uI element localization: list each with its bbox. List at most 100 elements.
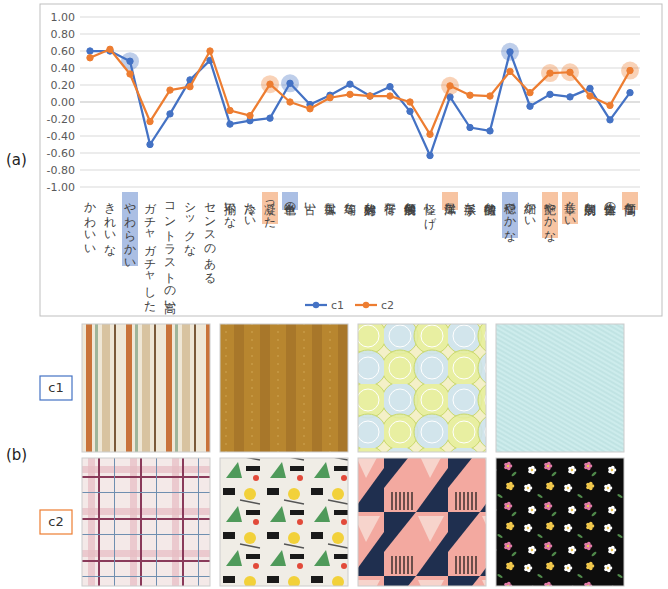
marker [327,95,333,101]
x-tick-label: 均等な [342,192,358,210]
panel-frame [40,4,662,316]
x-tick-label: 特徴的な [482,192,498,210]
y-tick-label: 0.40 [51,62,76,75]
marker [607,117,613,123]
x-tick-label: 幾何学的な [402,192,418,210]
x-tick-label: 古風な [322,192,338,210]
grid-line [80,119,640,120]
grid-line [80,170,640,171]
marker [607,102,613,108]
x-tick-label: 古い [302,192,318,210]
marker [187,84,193,90]
x-tick-label: 不揃いな [222,192,238,224]
marker [247,112,253,118]
highlight-circle [621,62,639,80]
y-tick-label: 0.60 [51,45,76,58]
marker [427,152,433,158]
y-tick-label: -0.20 [47,113,75,126]
x-tick-label: かわいい [82,192,98,252]
marker [467,124,473,130]
x-tick-label: 華々しい [562,192,578,224]
y-tick-label: 0.00 [51,96,76,109]
marker [227,121,233,127]
x-tick-label: 派手な [462,192,478,210]
series-c1 [87,43,633,159]
x-tick-label: 穏やかな [502,192,518,238]
texture-swatch [220,458,348,586]
legend-marker [313,302,319,308]
x-tick-label: 艶やかな [542,192,558,238]
marker [107,46,113,52]
x-tick-label: シックな [182,192,198,252]
x-tick-label: 怪しげ [422,192,438,224]
y-tick-label: -1.00 [47,181,75,194]
x-tick-label: 冷たい [242,192,258,224]
marker [487,128,493,134]
marker [407,99,413,105]
marker [567,94,573,100]
marker [87,48,93,54]
grid-line [80,187,640,188]
texture-swatch [82,324,210,452]
texture-swatch [496,458,624,586]
marker [147,141,153,147]
marker [387,84,393,90]
marker [127,71,133,77]
marker [167,111,173,117]
marker [627,67,633,73]
texture-swatch [496,324,624,452]
x-tick-label: やわらかい [122,192,138,266]
x-tick-label: 規則的な [582,192,598,210]
texture-swatch [220,324,348,452]
x-tick-label: 対称的な [362,192,378,210]
marker [367,93,373,99]
x-tick-label: きれいな [102,192,118,252]
y-tick-label: 1.00 [51,11,76,24]
legend-marker [363,302,369,308]
marker [207,48,213,54]
marker [547,70,553,76]
series-line [90,51,630,156]
grid-line [80,153,640,154]
series-c2 [87,46,639,137]
marker [587,93,593,99]
x-tick-label: 高価な [622,192,638,210]
y-tick-label: 0.20 [51,79,76,92]
y-tick-label: 0.80 [51,28,76,41]
marker [167,87,173,93]
canvas: (a)-1.00-0.80-0.60-0.40-0.200.000.200.40… [0,0,668,589]
grid-line [80,102,640,103]
x-tick-label: ガチャガチャした [142,192,158,308]
marker [527,89,533,95]
grid-line [80,85,640,86]
y-tick-label: -0.80 [47,164,75,177]
x-tick-label: 単色の [282,192,298,210]
marker [287,99,293,105]
marker [567,69,573,75]
panel-label: (a) [6,151,27,169]
marker [347,91,353,97]
marker [507,49,513,55]
legend-label: c2 [381,299,394,312]
marker [267,81,273,87]
series-line [90,49,630,134]
marker [87,55,93,61]
marker [127,58,133,64]
highlight-circle [501,43,519,61]
x-tick-label: コントラストの高い [162,192,178,308]
grid-line [80,17,640,18]
marker [447,83,453,89]
grid: -1.00-0.80-0.60-0.40-0.200.000.200.400.6… [47,11,640,194]
marker [487,93,493,99]
marker [547,91,553,97]
marker [427,131,433,137]
marker [507,68,513,74]
grid-line [80,136,640,137]
row-label-box [40,376,72,400]
y-tick-label: -0.40 [47,130,75,143]
marker [587,85,593,91]
figure: (a)-1.00-0.80-0.60-0.40-0.200.000.200.40… [0,0,668,589]
x-tick-label: 細かい [522,192,538,224]
marker [407,108,413,114]
plot-area [87,43,639,159]
